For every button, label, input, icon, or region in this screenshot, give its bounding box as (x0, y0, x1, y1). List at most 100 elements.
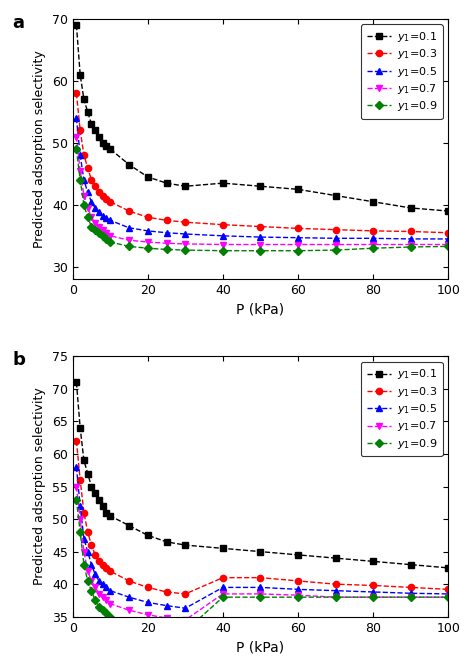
Line: $y_1$=0.9: $y_1$=0.9 (73, 146, 451, 254)
$y_1$=0.3 (89, 541, 94, 549)
$y_1$=0.9 (220, 593, 226, 601)
Legend: $y_1$=0.1, $y_1$=0.3, $y_1$=0.5, $y_1$=0.7, $y_1$=0.9: $y_1$=0.1, $y_1$=0.3, $y_1$=0.5, $y_1$=0… (361, 362, 443, 456)
$y_1$=0.5 (100, 212, 106, 220)
$y_1$=0.7 (145, 238, 151, 246)
$y_1$=0.5 (77, 502, 83, 510)
$y_1$=0.5 (126, 593, 132, 601)
$y_1$=0.1 (145, 531, 151, 539)
$y_1$=0.7 (77, 515, 83, 523)
$y_1$=0.7 (73, 482, 79, 490)
$y_1$=0.9 (295, 246, 301, 255)
$y_1$=0.5 (104, 583, 109, 591)
$y_1$=0.3 (104, 564, 109, 572)
$y_1$=0.5 (220, 583, 226, 591)
$y_1$=0.5 (96, 208, 102, 216)
$y_1$=0.3 (73, 90, 79, 98)
$y_1$=0.3 (295, 224, 301, 232)
$y_1$=0.3 (182, 218, 188, 226)
$y_1$=0.3 (126, 207, 132, 215)
$y_1$=0.7 (92, 219, 98, 227)
$y_1$=0.9 (446, 242, 451, 250)
$y_1$=0.9 (77, 176, 83, 184)
$y_1$=0.1 (104, 508, 109, 516)
$y_1$=0.3 (100, 192, 106, 200)
X-axis label: P (kPa): P (kPa) (237, 303, 284, 317)
$y_1$=0.9 (100, 606, 106, 614)
$y_1$=0.3 (408, 583, 413, 591)
$y_1$=0.7 (370, 240, 376, 248)
Y-axis label: Predicted adsorption selectivity: Predicted adsorption selectivity (33, 387, 46, 585)
$y_1$=0.5 (295, 585, 301, 593)
$y_1$=0.9 (333, 246, 338, 254)
$y_1$=0.1 (126, 160, 132, 168)
$y_1$=0.9 (100, 232, 106, 240)
$y_1$=0.7 (81, 192, 87, 200)
$y_1$=0.1 (220, 544, 226, 552)
$y_1$=0.3 (408, 228, 413, 236)
$y_1$=0.9 (446, 593, 451, 601)
Line: $y_1$=0.9: $y_1$=0.9 (73, 496, 451, 634)
$y_1$=0.1 (92, 489, 98, 497)
$y_1$=0.7 (446, 240, 451, 248)
$y_1$=0.1 (446, 564, 451, 572)
$y_1$=0.5 (104, 214, 109, 222)
$y_1$=0.1 (126, 522, 132, 530)
$y_1$=0.3 (77, 126, 83, 134)
$y_1$=0.7 (257, 240, 263, 248)
$y_1$=0.7 (96, 222, 102, 230)
$y_1$=0.7 (104, 597, 109, 605)
$y_1$=0.7 (164, 239, 169, 247)
$y_1$=0.7 (145, 611, 151, 619)
$y_1$=0.3 (108, 198, 113, 206)
$y_1$=0.7 (89, 213, 94, 221)
$y_1$=0.7 (108, 232, 113, 240)
$y_1$=0.3 (220, 574, 226, 582)
$y_1$=0.9 (370, 593, 376, 601)
$y_1$=0.1 (73, 21, 79, 29)
$y_1$=0.3 (164, 216, 169, 224)
$y_1$=0.3 (295, 577, 301, 585)
$y_1$=0.5 (333, 234, 338, 242)
$y_1$=0.9 (164, 245, 169, 253)
$y_1$=0.1 (108, 512, 113, 520)
$y_1$=0.7 (333, 593, 338, 601)
$y_1$=0.9 (126, 242, 132, 250)
$y_1$=0.9 (85, 577, 91, 585)
$y_1$=0.3 (81, 151, 87, 159)
$y_1$=0.1 (446, 207, 451, 215)
$y_1$=0.5 (446, 235, 451, 243)
Text: a: a (13, 13, 25, 31)
$y_1$=0.9 (164, 626, 169, 634)
$y_1$=0.9 (85, 213, 91, 221)
$y_1$=0.1 (295, 185, 301, 193)
$y_1$=0.5 (182, 605, 188, 613)
$y_1$=0.1 (73, 378, 79, 386)
$y_1$=0.3 (108, 567, 113, 575)
$y_1$=0.5 (145, 599, 151, 607)
$y_1$=0.9 (182, 246, 188, 254)
$y_1$=0.5 (77, 151, 83, 159)
$y_1$=0.5 (92, 204, 98, 212)
$y_1$=0.1 (77, 424, 83, 432)
$y_1$=0.9 (92, 226, 98, 234)
Legend: $y_1$=0.1, $y_1$=0.3, $y_1$=0.5, $y_1$=0.7, $y_1$=0.9: $y_1$=0.1, $y_1$=0.3, $y_1$=0.5, $y_1$=0… (361, 25, 443, 119)
$y_1$=0.1 (96, 496, 102, 504)
$y_1$=0.9 (89, 587, 94, 595)
$y_1$=0.3 (96, 188, 102, 196)
$y_1$=0.5 (108, 216, 113, 224)
$y_1$=0.9 (89, 222, 94, 230)
$y_1$=0.9 (108, 238, 113, 246)
$y_1$=0.1 (85, 470, 91, 478)
$y_1$=0.7 (370, 593, 376, 601)
$y_1$=0.1 (164, 538, 169, 546)
$y_1$=0.1 (370, 198, 376, 206)
$y_1$=0.3 (145, 213, 151, 221)
$y_1$=0.3 (73, 437, 79, 445)
$y_1$=0.5 (85, 548, 91, 556)
$y_1$=0.5 (100, 580, 106, 588)
$y_1$=0.7 (85, 204, 91, 212)
$y_1$=0.3 (92, 182, 98, 190)
$y_1$=0.1 (408, 560, 413, 568)
$y_1$=0.5 (164, 228, 169, 236)
$y_1$=0.7 (164, 614, 169, 622)
